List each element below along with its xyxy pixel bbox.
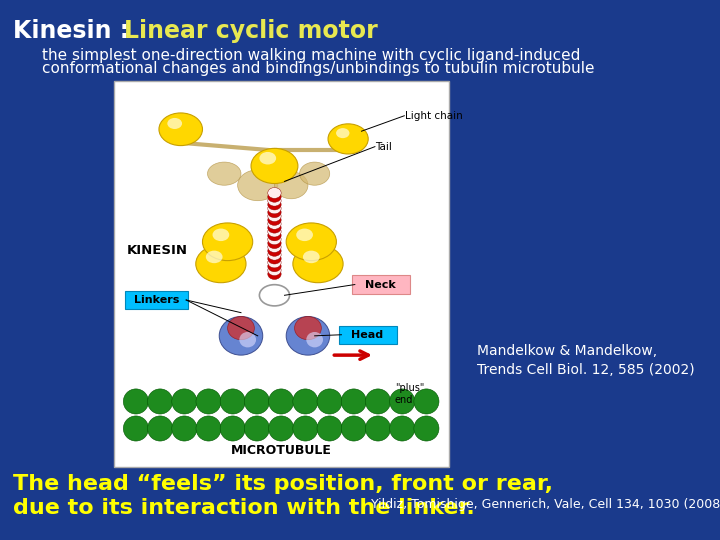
Circle shape <box>251 148 298 184</box>
Text: Linear cyclic motor: Linear cyclic motor <box>124 19 377 43</box>
Ellipse shape <box>148 389 173 414</box>
Ellipse shape <box>268 191 282 202</box>
Ellipse shape <box>239 332 256 347</box>
Ellipse shape <box>268 211 282 221</box>
Text: the simplest one-direction walking machine with cyclic ligand-induced: the simplest one-direction walking machi… <box>42 48 580 63</box>
Text: Tail: Tail <box>375 141 392 152</box>
Ellipse shape <box>123 416 148 441</box>
Ellipse shape <box>269 389 294 414</box>
Text: "plus"
end: "plus" end <box>395 383 424 404</box>
Text: Linkers: Linkers <box>134 295 179 305</box>
Ellipse shape <box>414 389 439 414</box>
Ellipse shape <box>220 416 246 441</box>
FancyBboxPatch shape <box>338 326 397 344</box>
Ellipse shape <box>414 416 439 441</box>
Ellipse shape <box>390 416 415 441</box>
Circle shape <box>206 251 222 263</box>
Ellipse shape <box>228 316 254 340</box>
Ellipse shape <box>317 389 342 414</box>
Bar <box>114 81 449 467</box>
Ellipse shape <box>294 316 321 340</box>
Ellipse shape <box>259 285 289 306</box>
Ellipse shape <box>269 416 294 441</box>
Ellipse shape <box>172 389 197 414</box>
FancyBboxPatch shape <box>352 275 410 294</box>
Ellipse shape <box>207 162 241 185</box>
Ellipse shape <box>341 389 366 414</box>
Ellipse shape <box>268 230 282 241</box>
Ellipse shape <box>268 203 282 214</box>
Text: Neck: Neck <box>365 280 396 289</box>
Ellipse shape <box>220 389 246 414</box>
Text: Head: Head <box>351 330 384 340</box>
Ellipse shape <box>341 416 366 441</box>
Ellipse shape <box>268 268 282 280</box>
Text: Yildiz, Tomishige, Gennerich, Vale, Cell 134, 1030 (2008): Yildiz, Tomishige, Gennerich, Vale, Cell… <box>371 498 720 511</box>
Ellipse shape <box>123 389 148 414</box>
Ellipse shape <box>268 261 282 272</box>
Ellipse shape <box>268 187 282 198</box>
Ellipse shape <box>244 389 269 414</box>
Ellipse shape <box>268 219 282 230</box>
Ellipse shape <box>366 389 390 414</box>
Circle shape <box>336 128 349 138</box>
Circle shape <box>286 223 336 261</box>
Ellipse shape <box>293 416 318 441</box>
Ellipse shape <box>268 241 282 252</box>
Circle shape <box>196 245 246 282</box>
Ellipse shape <box>268 234 282 245</box>
Ellipse shape <box>268 265 282 275</box>
Ellipse shape <box>148 416 173 441</box>
Text: MICROTUBULE: MICROTUBULE <box>230 444 332 457</box>
Text: Mandelkow & Mandelkow,
Trends Cell Biol. 12, 585 (2002): Mandelkow & Mandelkow, Trends Cell Biol.… <box>477 343 695 377</box>
Ellipse shape <box>274 172 308 199</box>
Ellipse shape <box>268 199 282 210</box>
Text: The head “feels” its position, front or rear,: The head “feels” its position, front or … <box>13 474 553 494</box>
Circle shape <box>159 113 202 146</box>
Ellipse shape <box>268 226 282 237</box>
Ellipse shape <box>268 207 282 218</box>
Ellipse shape <box>268 246 282 256</box>
Circle shape <box>202 223 253 261</box>
Circle shape <box>296 228 313 241</box>
Ellipse shape <box>268 195 282 206</box>
Ellipse shape <box>268 222 282 233</box>
Ellipse shape <box>317 416 342 441</box>
Ellipse shape <box>306 332 323 347</box>
Ellipse shape <box>286 316 330 355</box>
Ellipse shape <box>366 416 390 441</box>
Ellipse shape <box>196 389 221 414</box>
Text: Light chain: Light chain <box>405 111 463 121</box>
Ellipse shape <box>293 389 318 414</box>
Circle shape <box>167 118 182 129</box>
Circle shape <box>303 251 320 263</box>
Ellipse shape <box>268 253 282 264</box>
Ellipse shape <box>244 416 269 441</box>
Ellipse shape <box>268 257 282 268</box>
Ellipse shape <box>172 416 197 441</box>
Circle shape <box>212 228 229 241</box>
Text: Kinesin :: Kinesin : <box>13 19 138 43</box>
Ellipse shape <box>300 162 330 185</box>
Circle shape <box>259 152 276 165</box>
Ellipse shape <box>390 389 415 414</box>
Text: conformational changes and bindings/unbindings to tubulin microtubule: conformational changes and bindings/unbi… <box>42 61 594 76</box>
Ellipse shape <box>196 416 221 441</box>
Ellipse shape <box>268 214 282 225</box>
Ellipse shape <box>268 249 282 260</box>
Circle shape <box>293 245 343 282</box>
Text: KINESIN: KINESIN <box>127 245 188 258</box>
Circle shape <box>328 124 368 154</box>
Ellipse shape <box>219 316 263 355</box>
FancyBboxPatch shape <box>125 291 189 309</box>
Ellipse shape <box>238 170 278 201</box>
Ellipse shape <box>268 238 282 248</box>
Text: due to its interaction with the linker.: due to its interaction with the linker. <box>13 498 474 518</box>
